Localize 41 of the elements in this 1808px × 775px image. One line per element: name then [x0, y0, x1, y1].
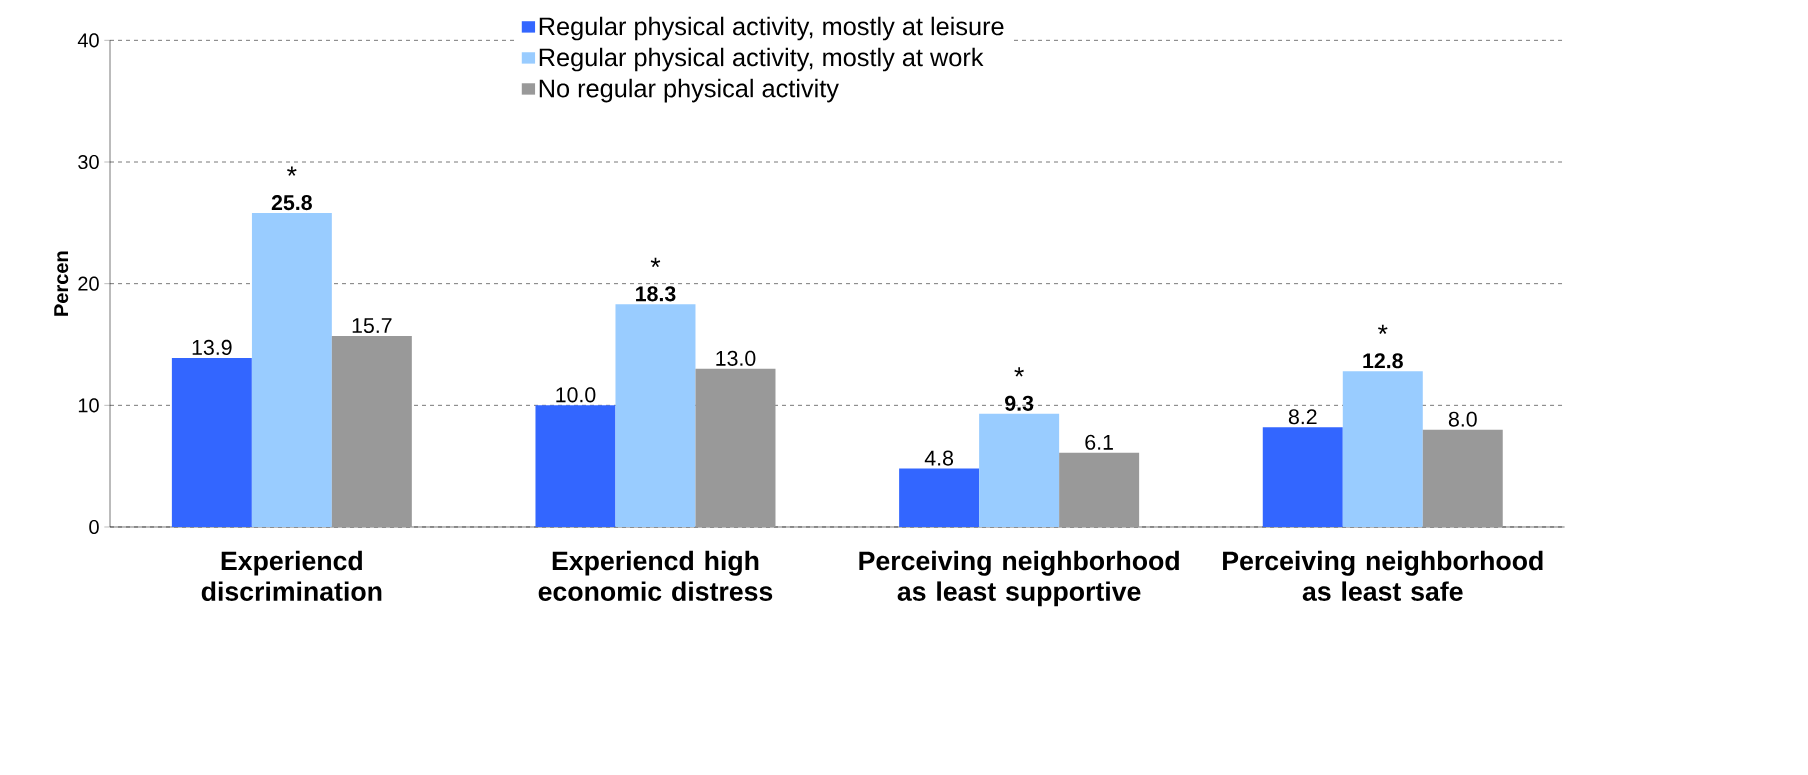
data-label: 10.0	[556, 387, 596, 403]
legend-label: Regular physical activity, mostly at work	[539, 47, 984, 72]
data-label: 13.0	[716, 350, 756, 366]
legend-label: Regular physical activity, mostly at leisure	[539, 16, 1004, 41]
data-label: 9.3	[1005, 395, 1034, 411]
x-tick-label: Experiencd discrimination	[201, 550, 382, 601]
annotation: *	[1378, 324, 1388, 335]
y-tick-label: 20	[78, 276, 99, 291]
data-label: 8.2	[1288, 409, 1317, 425]
bar	[535, 405, 616, 527]
bar	[1422, 429, 1503, 527]
annotation: *	[650, 257, 661, 268]
bar	[979, 413, 1060, 527]
x-tick-label: Experiencd high economic distress	[538, 550, 773, 601]
legend-label: No regular physical activity	[539, 78, 839, 103]
bar	[1059, 452, 1140, 527]
x-tick-label: Perceiving neighborhood as least safe	[1223, 550, 1543, 601]
bar	[695, 368, 776, 527]
data-label: 4.8	[924, 450, 954, 466]
bar	[171, 357, 252, 527]
data-label: 15.7	[352, 318, 392, 334]
y-tick-label: 40	[77, 33, 99, 48]
bar	[1262, 427, 1343, 527]
bar	[899, 468, 980, 527]
bar	[615, 304, 696, 527]
data-label: 8.0	[1448, 411, 1477, 427]
data-label: 13.9	[192, 339, 232, 355]
y-tick-label: 0	[89, 519, 99, 535]
y-axis-title: Percen	[54, 251, 69, 316]
x-tick-label: Perceiving neighborhood as least supportive	[859, 550, 1179, 607]
data-label: 25.8	[271, 195, 312, 211]
bar	[1342, 371, 1423, 527]
data-label: 12.8	[1363, 353, 1403, 369]
data-label: 18.3	[636, 286, 676, 302]
annotation: *	[287, 166, 297, 176]
y-tick-label: 30	[78, 154, 99, 170]
bar	[331, 335, 412, 527]
bar	[251, 213, 332, 527]
data-label: 6.1	[1085, 434, 1113, 450]
y-tick-label: 10	[78, 398, 99, 413]
annotation: *	[1014, 367, 1024, 377]
